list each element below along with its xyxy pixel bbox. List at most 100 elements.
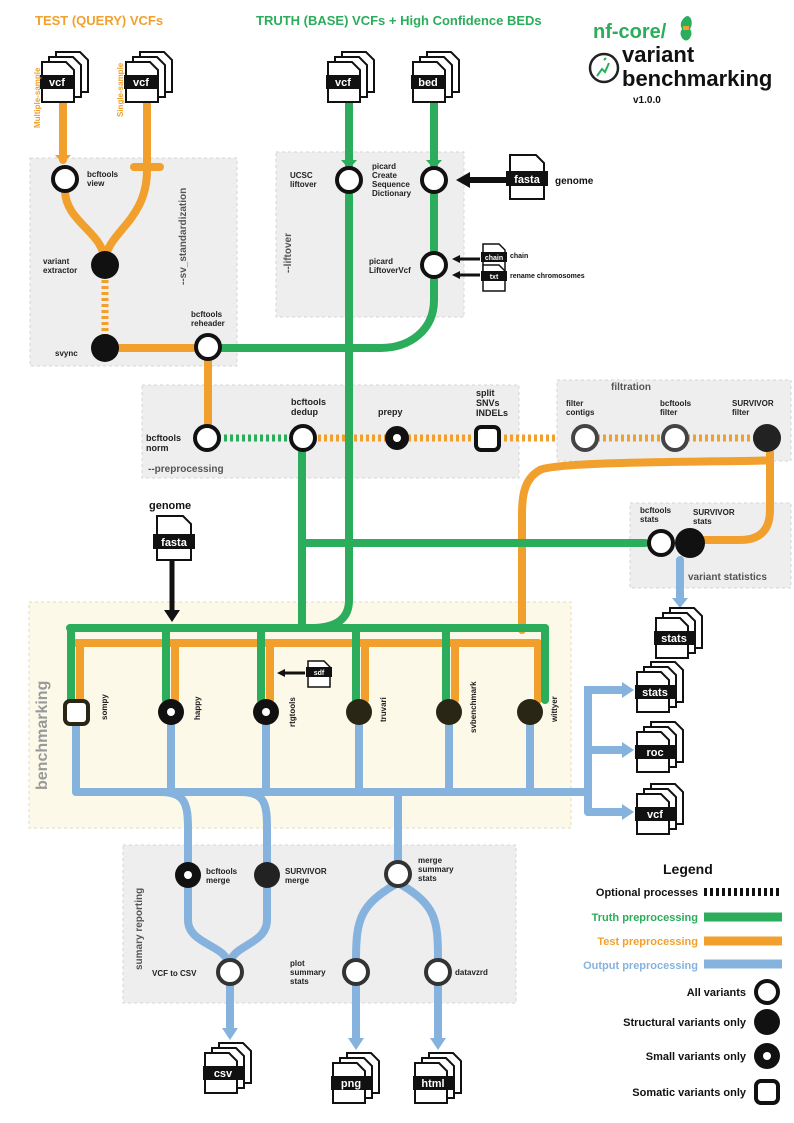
label-filter-contigs: filter contigs bbox=[566, 399, 595, 417]
node-plot-summary bbox=[342, 958, 370, 986]
label-survivor-stats: SURVIVOR stats bbox=[693, 508, 735, 526]
node-survivor-filter bbox=[753, 424, 781, 452]
legend-truth-label: Truth preprocessing bbox=[592, 912, 698, 924]
legend-somatic-symbol bbox=[754, 1079, 780, 1105]
section-benchmarking: benchmarking bbox=[34, 681, 51, 790]
logo-title-line-1: variant bbox=[622, 42, 695, 67]
label-datavzrd: datavzrd bbox=[455, 968, 488, 977]
legend-optional-label: Optional processes bbox=[596, 887, 698, 899]
node-survivor-stats bbox=[675, 528, 705, 558]
test-header: TEST (QUERY) VCFs bbox=[35, 13, 163, 28]
label-survivor-filter: SURVIVOR filter bbox=[732, 399, 774, 417]
legend: Legend Optional processes Truth preproce… bbox=[583, 861, 782, 1105]
label-bcftools-view: bcftools view bbox=[87, 170, 119, 188]
file-txt: txt bbox=[481, 264, 507, 292]
logo-version: v1.0.0 bbox=[633, 95, 661, 106]
step-labels: bcftools view variant extractor svync bcft… bbox=[43, 162, 774, 986]
label-picard-csd: picard Create Sequence Dictionary bbox=[372, 162, 412, 198]
node-bcftools-view bbox=[51, 165, 79, 193]
file-stats: stats bbox=[635, 661, 684, 713]
tool-label-svbenchmark: svbenchmark bbox=[469, 681, 478, 733]
section-summary-reporting: sumary reporting bbox=[134, 888, 145, 970]
node-bcftools-merge-dot bbox=[184, 871, 192, 879]
logo-apple-icon bbox=[680, 16, 692, 41]
label-bcftools-norm: bcftools norm bbox=[146, 433, 181, 453]
genome-label-top: genome bbox=[555, 176, 594, 187]
node-ucsc-liftover bbox=[335, 166, 363, 194]
legend-structural-label: Structural variants only bbox=[623, 1017, 747, 1029]
label-survivor-merge: SURVIVOR merge bbox=[285, 867, 327, 885]
file-csv: csv bbox=[203, 1042, 252, 1094]
file-label: vcf bbox=[133, 77, 149, 89]
node-merge-summary bbox=[384, 860, 412, 888]
node-rtgtools-dot bbox=[262, 708, 270, 716]
legend-small-label: Small variants only bbox=[646, 1051, 747, 1063]
file-label: roc bbox=[646, 747, 663, 759]
file-label: bed bbox=[418, 77, 438, 89]
label-vcf-to-csv: VCF to CSV bbox=[152, 969, 197, 978]
file-label: csv bbox=[214, 1068, 233, 1080]
file-sdf: sdf bbox=[306, 660, 332, 688]
single-sample-label: Single-sample bbox=[116, 62, 125, 117]
label-bcftools-merge: bcftools merge bbox=[206, 867, 238, 885]
file-vcf-multi: vcf bbox=[40, 51, 89, 103]
label-merge-summary: merge summary stats bbox=[418, 856, 454, 883]
node-happy-dot bbox=[167, 708, 175, 716]
legend-title: Legend bbox=[663, 861, 713, 877]
section-liftover: --liftover bbox=[283, 233, 294, 273]
genome-label-bench: genome bbox=[149, 500, 191, 512]
node-bcftools-reheader bbox=[194, 333, 222, 361]
file-label: fasta bbox=[514, 174, 541, 186]
legend-structural-symbol bbox=[754, 1009, 780, 1035]
file-label: png bbox=[341, 1078, 361, 1090]
logo-title-line-2: benchmarking bbox=[622, 66, 772, 91]
node-truvari bbox=[346, 699, 372, 725]
node-picard-csd bbox=[420, 166, 448, 194]
file-stats-variant: stats bbox=[654, 607, 703, 659]
file-bed: bed bbox=[411, 51, 460, 103]
tool-labels: sompy happy rtgtools truvari svbenchmark… bbox=[100, 681, 559, 733]
tool-label-truvari: truvari bbox=[379, 697, 388, 722]
node-datavzrd bbox=[424, 958, 452, 986]
benchmark-runner-icon bbox=[588, 52, 620, 84]
tool-label-wittyer: wittyer bbox=[550, 696, 559, 723]
file-label: sdf bbox=[314, 670, 325, 677]
tool-label-sompy: sompy bbox=[100, 694, 109, 720]
truth-header: TRUTH (BASE) VCFs + High Confidence BEDs bbox=[256, 13, 542, 28]
node-vcf-to-csv bbox=[216, 958, 244, 986]
node-bcftools-norm bbox=[193, 424, 221, 452]
label-svync: svync bbox=[55, 349, 78, 358]
section-sv-standardization: --sv_standardization bbox=[178, 188, 189, 285]
node-variant-extractor bbox=[91, 251, 119, 279]
label-bcftools-stats: bcftools stats bbox=[640, 506, 672, 524]
node-svbenchmark bbox=[436, 699, 462, 725]
arrows bbox=[55, 155, 688, 1050]
rename-chromosomes-label: rename chromosomes bbox=[510, 273, 585, 280]
file-fasta-bench: fasta bbox=[153, 515, 195, 561]
label-bcftools-reheader: bcftools reheader bbox=[191, 310, 225, 328]
label-ucsc-liftover: UCSC liftover bbox=[290, 171, 317, 189]
legend-small-symbol-dot bbox=[763, 1052, 771, 1060]
node-bcftools-filter bbox=[661, 424, 689, 452]
node-split bbox=[474, 425, 501, 452]
node-bcftools-dedup bbox=[289, 424, 317, 452]
file-label: fasta bbox=[161, 537, 188, 549]
node-survivor-merge bbox=[254, 862, 280, 888]
file-label: stats bbox=[642, 687, 668, 699]
label-variant-extractor: variant extractor bbox=[43, 257, 77, 275]
label-prepy: prepy bbox=[378, 407, 403, 417]
section-variant-statistics: variant statistics bbox=[688, 572, 767, 583]
node-prepy-dot bbox=[393, 434, 401, 442]
chain-label: chain bbox=[510, 253, 528, 260]
legend-test-label: Test preprocessing bbox=[597, 936, 698, 948]
node-filter-contigs bbox=[571, 424, 599, 452]
label-bcftools-dedup: bcftools dedup bbox=[291, 397, 326, 417]
node-wittyer bbox=[517, 699, 543, 725]
node-sompy bbox=[63, 699, 90, 726]
file-vcf-out: vcf bbox=[635, 783, 684, 835]
file-label: chain bbox=[485, 255, 503, 262]
nodes bbox=[51, 165, 781, 986]
section-filtration: filtration bbox=[611, 382, 651, 393]
file-html: html bbox=[413, 1052, 462, 1104]
legend-output-label: Output preprocessing bbox=[583, 960, 698, 972]
